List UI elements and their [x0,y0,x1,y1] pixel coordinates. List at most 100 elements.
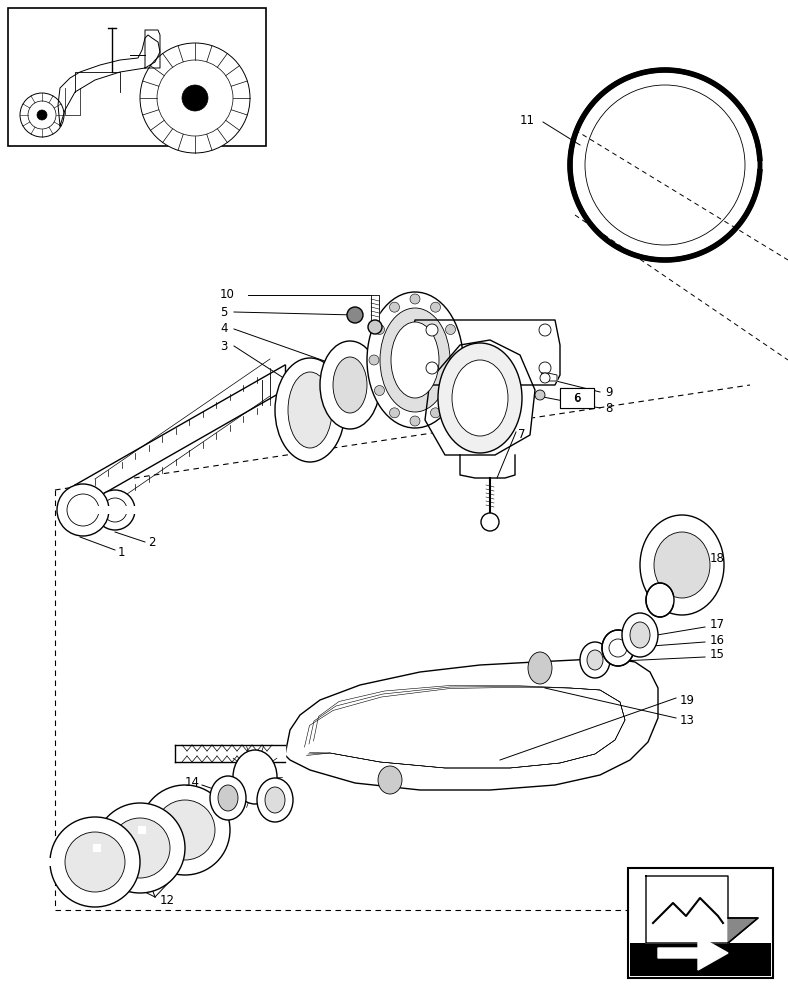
Ellipse shape [580,642,610,678]
Text: 3: 3 [220,340,228,353]
Circle shape [37,110,47,120]
Circle shape [430,302,440,312]
Ellipse shape [622,613,658,657]
Text: 19: 19 [680,694,695,706]
Ellipse shape [391,322,439,398]
Circle shape [374,324,385,334]
Polygon shape [371,295,379,323]
Circle shape [609,639,627,657]
Ellipse shape [587,650,603,670]
Ellipse shape [65,832,125,892]
Polygon shape [425,340,535,455]
Circle shape [389,408,400,418]
Ellipse shape [320,341,380,429]
Circle shape [535,390,545,400]
Bar [630,943,771,976]
Text: 14: 14 [185,776,200,788]
Text: 8: 8 [605,401,612,414]
Circle shape [103,498,127,522]
Ellipse shape [333,357,367,413]
Ellipse shape [646,583,674,617]
Ellipse shape [265,787,285,813]
Ellipse shape [288,372,332,448]
Bar [48,858,56,866]
Ellipse shape [438,343,522,453]
Ellipse shape [218,785,238,811]
Ellipse shape [528,652,552,684]
Circle shape [540,373,550,383]
Bar [125,506,137,514]
Text: 1: 1 [118,546,125,560]
Circle shape [368,320,382,334]
Polygon shape [728,918,758,943]
Ellipse shape [630,622,650,648]
Polygon shape [542,373,557,381]
Circle shape [369,355,379,365]
Ellipse shape [380,308,450,412]
Bar [560,388,594,408]
Text: 6: 6 [573,391,581,404]
Ellipse shape [654,532,710,598]
Polygon shape [460,455,515,478]
Text: 11: 11 [520,113,535,126]
Bar [138,826,146,834]
Circle shape [67,494,99,526]
Ellipse shape [233,750,277,804]
Circle shape [445,324,455,334]
Bar [93,844,101,852]
Circle shape [157,60,233,136]
Polygon shape [75,365,285,510]
Circle shape [28,101,56,129]
Text: 5: 5 [220,306,228,318]
Text: 17: 17 [710,618,725,632]
Ellipse shape [210,776,246,820]
Circle shape [410,416,420,426]
Circle shape [20,93,64,137]
Ellipse shape [602,630,634,666]
Ellipse shape [95,803,185,893]
Text: 4: 4 [220,322,228,336]
Circle shape [347,307,363,323]
Circle shape [389,302,400,312]
Text: 2: 2 [148,536,155,550]
Polygon shape [658,936,728,970]
Text: 7: 7 [518,428,526,442]
Circle shape [426,362,438,374]
Bar [560,388,594,408]
Ellipse shape [110,818,170,878]
Bar [97,506,111,514]
Text: 6: 6 [574,393,580,403]
Polygon shape [646,876,758,943]
Circle shape [481,513,499,531]
Circle shape [57,484,109,536]
Circle shape [430,408,440,418]
Polygon shape [410,320,560,385]
Ellipse shape [378,766,402,794]
Text: 15: 15 [710,648,725,662]
Text: 18: 18 [710,552,725,564]
Circle shape [539,324,551,336]
Ellipse shape [367,292,463,428]
Circle shape [539,362,551,374]
Ellipse shape [257,778,293,822]
Ellipse shape [50,817,140,907]
Circle shape [410,294,420,304]
Circle shape [182,85,208,111]
Ellipse shape [140,785,230,875]
Circle shape [445,385,455,395]
Circle shape [95,490,135,530]
Circle shape [374,385,385,395]
Ellipse shape [155,800,215,860]
Ellipse shape [452,360,508,436]
Text: 13: 13 [680,714,695,726]
Text: 16: 16 [710,634,725,647]
Text: 12: 12 [160,894,175,906]
Polygon shape [175,745,285,762]
Bar [8,8,266,146]
Ellipse shape [640,515,724,615]
Text: 10: 10 [220,288,235,302]
Circle shape [451,355,461,365]
Ellipse shape [275,358,345,462]
Bar [628,868,773,978]
Circle shape [426,324,438,336]
